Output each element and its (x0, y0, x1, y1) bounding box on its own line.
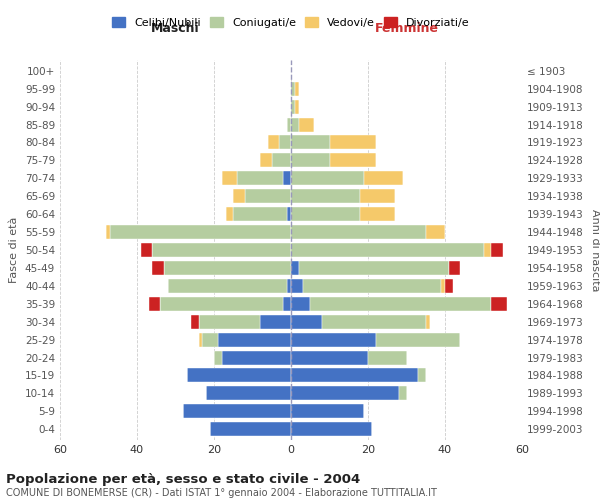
Bar (210, 422, 291, 436)
Text: Femmine: Femmine (374, 22, 439, 35)
Bar (426, 314, 430, 328)
Bar (295, 82, 299, 96)
Bar (364, 172, 403, 185)
Bar (329, 136, 376, 149)
Bar (287, 207, 291, 221)
Bar (206, 386, 291, 400)
Y-axis label: Fasce di età: Fasce di età (10, 217, 19, 283)
Bar (260, 314, 291, 328)
Bar (149, 297, 160, 311)
Bar (268, 136, 280, 149)
Bar (299, 261, 449, 275)
Bar (168, 279, 287, 293)
Bar (399, 386, 407, 400)
Bar (441, 279, 445, 293)
Bar (291, 82, 295, 96)
Bar (376, 332, 460, 346)
Bar (291, 172, 364, 185)
Bar (141, 243, 152, 257)
Y-axis label: Anni di nascita: Anni di nascita (590, 209, 600, 291)
Bar (299, 118, 314, 132)
Bar (302, 279, 441, 293)
Bar (484, 243, 491, 257)
Legend: Celibi/Nubili, Coniugati/e, Vedovi/e, Divorziati/e: Celibi/Nubili, Coniugati/e, Vedovi/e, Di… (108, 12, 474, 32)
Bar (291, 154, 329, 168)
Bar (291, 261, 299, 275)
Bar (283, 172, 291, 185)
Bar (322, 314, 426, 328)
Bar (445, 279, 453, 293)
Text: Popolazione per età, sesso e stato civile - 2004: Popolazione per età, sesso e stato civil… (6, 472, 360, 486)
Bar (222, 172, 237, 185)
Bar (272, 154, 291, 168)
Bar (199, 314, 260, 328)
Bar (360, 207, 395, 221)
Bar (191, 314, 199, 328)
Bar (202, 332, 218, 346)
Bar (291, 136, 329, 149)
Bar (491, 243, 503, 257)
Bar (164, 261, 291, 275)
Bar (237, 172, 283, 185)
Bar (152, 243, 291, 257)
Bar (110, 225, 291, 239)
Bar (214, 350, 222, 364)
Bar (291, 368, 418, 382)
Bar (360, 189, 395, 203)
Bar (329, 154, 376, 168)
Bar (260, 154, 272, 168)
Bar (291, 422, 372, 436)
Bar (287, 118, 291, 132)
Bar (449, 261, 460, 275)
Bar (291, 118, 299, 132)
Bar (233, 207, 287, 221)
Bar (310, 297, 491, 311)
Bar (426, 225, 445, 239)
Bar (183, 404, 291, 418)
Bar (283, 297, 291, 311)
Bar (218, 332, 291, 346)
Bar (295, 100, 299, 114)
Bar (245, 189, 291, 203)
Bar (152, 261, 164, 275)
Bar (291, 314, 322, 328)
Bar (291, 386, 399, 400)
Bar (291, 332, 376, 346)
Bar (160, 297, 283, 311)
Bar (291, 189, 360, 203)
Bar (291, 404, 364, 418)
Bar (226, 207, 233, 221)
Bar (291, 225, 426, 239)
Bar (291, 350, 368, 364)
Bar (291, 279, 302, 293)
Bar (368, 350, 407, 364)
Bar (280, 136, 291, 149)
Bar (418, 368, 426, 382)
Bar (187, 368, 291, 382)
Text: Maschi: Maschi (151, 22, 200, 35)
Bar (491, 297, 506, 311)
Bar (222, 350, 291, 364)
Text: COMUNE DI BONEMERSE (CR) - Dati ISTAT 1° gennaio 2004 - Elaborazione TUTTITALIA.: COMUNE DI BONEMERSE (CR) - Dati ISTAT 1°… (6, 488, 437, 498)
Bar (291, 100, 295, 114)
Bar (291, 243, 484, 257)
Bar (291, 207, 360, 221)
Bar (291, 297, 310, 311)
Bar (287, 279, 291, 293)
Bar (199, 332, 202, 346)
Bar (233, 189, 245, 203)
Bar (106, 225, 110, 239)
